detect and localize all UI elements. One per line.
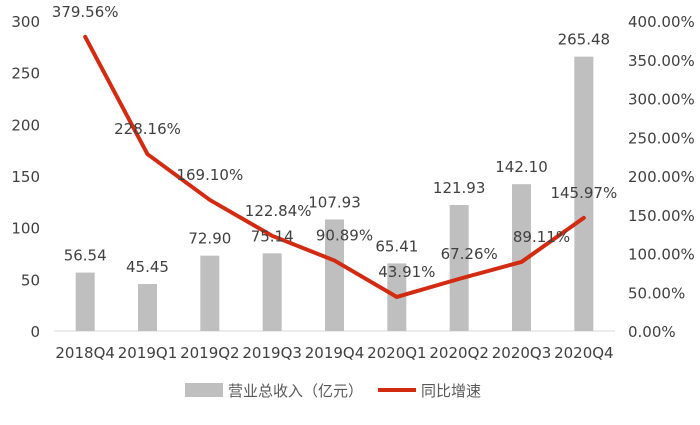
right-tick-label: 50.00%	[628, 284, 685, 302]
line-value-label: 228.16%	[114, 120, 181, 138]
left-tick-label: 200	[11, 116, 40, 134]
x-tick-label: 2020Q2	[429, 344, 489, 362]
right-tick-label: 0.00%	[628, 323, 676, 341]
right-tick-label: 400.00%	[628, 13, 695, 31]
right-axis: 0.00% 50.00% 100.00% 150.00% 200.00% 250.00% 3…	[628, 13, 695, 341]
line-value-label: 145.97%	[550, 184, 617, 202]
line-value-label: 89.11%	[513, 228, 570, 246]
left-tick-label: 0	[30, 323, 40, 341]
right-tick-label: 250.00%	[628, 129, 695, 147]
bar	[263, 253, 282, 331]
left-tick-label: 250	[11, 65, 40, 83]
bar-value-label: 65.41	[375, 237, 418, 255]
legend-bar-label: 营业总收入（亿元）	[228, 382, 363, 400]
line-labels: 379.56% 228.16% 169.10%122.84%90.89% 43.91%…	[52, 3, 617, 281]
x-tick-label: 2019Q4	[305, 344, 365, 362]
left-axis: 0 50 100 150 200 250 300	[11, 13, 40, 341]
right-tick-label: 200.00%	[628, 168, 695, 186]
x-tick-label: 2019Q3	[242, 344, 302, 362]
line-value-label: 122.84%	[245, 202, 312, 220]
bar	[200, 256, 219, 331]
x-tick-label: 2020Q1	[367, 344, 427, 362]
left-tick-label: 100	[11, 220, 40, 238]
line-value-label: 43.91%	[378, 263, 435, 281]
line-value-label: 379.56%	[52, 3, 119, 21]
right-tick-label: 350.00%	[628, 52, 695, 70]
x-tick-label: 2018Q4	[55, 344, 115, 362]
line-value-label: 67.26%	[441, 245, 498, 263]
legend-bar-swatch	[185, 383, 223, 397]
bar	[450, 205, 469, 331]
x-tick-label: 2020Q3	[492, 344, 552, 362]
x-tick-label: 2019Q1	[118, 344, 178, 362]
right-tick-label: 100.00%	[628, 246, 695, 264]
bar-value-label: 75.14	[251, 227, 294, 245]
bar	[138, 284, 157, 331]
legend: 营业总收入（亿元） 同比增速	[185, 382, 481, 400]
left-tick-label: 300	[11, 13, 40, 31]
right-tick-label: 300.00%	[628, 91, 695, 109]
bar-value-label: 45.45	[126, 258, 169, 276]
bar-value-label: 142.10	[495, 158, 548, 176]
line-value-label: 169.10%	[176, 166, 243, 184]
left-tick-label: 50	[21, 271, 40, 289]
right-tick-label: 150.00%	[628, 207, 695, 225]
bar-value-label: 107.93	[308, 193, 361, 211]
legend-line-label: 同比增速	[421, 382, 481, 400]
line-value-label: 90.89%	[316, 227, 373, 245]
x-tick-label: 2019Q2	[180, 344, 240, 362]
bar-value-label: 72.90	[188, 230, 231, 248]
bar	[76, 273, 95, 331]
bar-value-label: 265.48	[558, 31, 611, 49]
bar-value-label: 121.93	[433, 179, 486, 197]
bar-value-label: 56.54	[64, 247, 107, 265]
x-tick-label: 2020Q4	[554, 344, 614, 362]
left-tick-label: 150	[11, 168, 40, 186]
